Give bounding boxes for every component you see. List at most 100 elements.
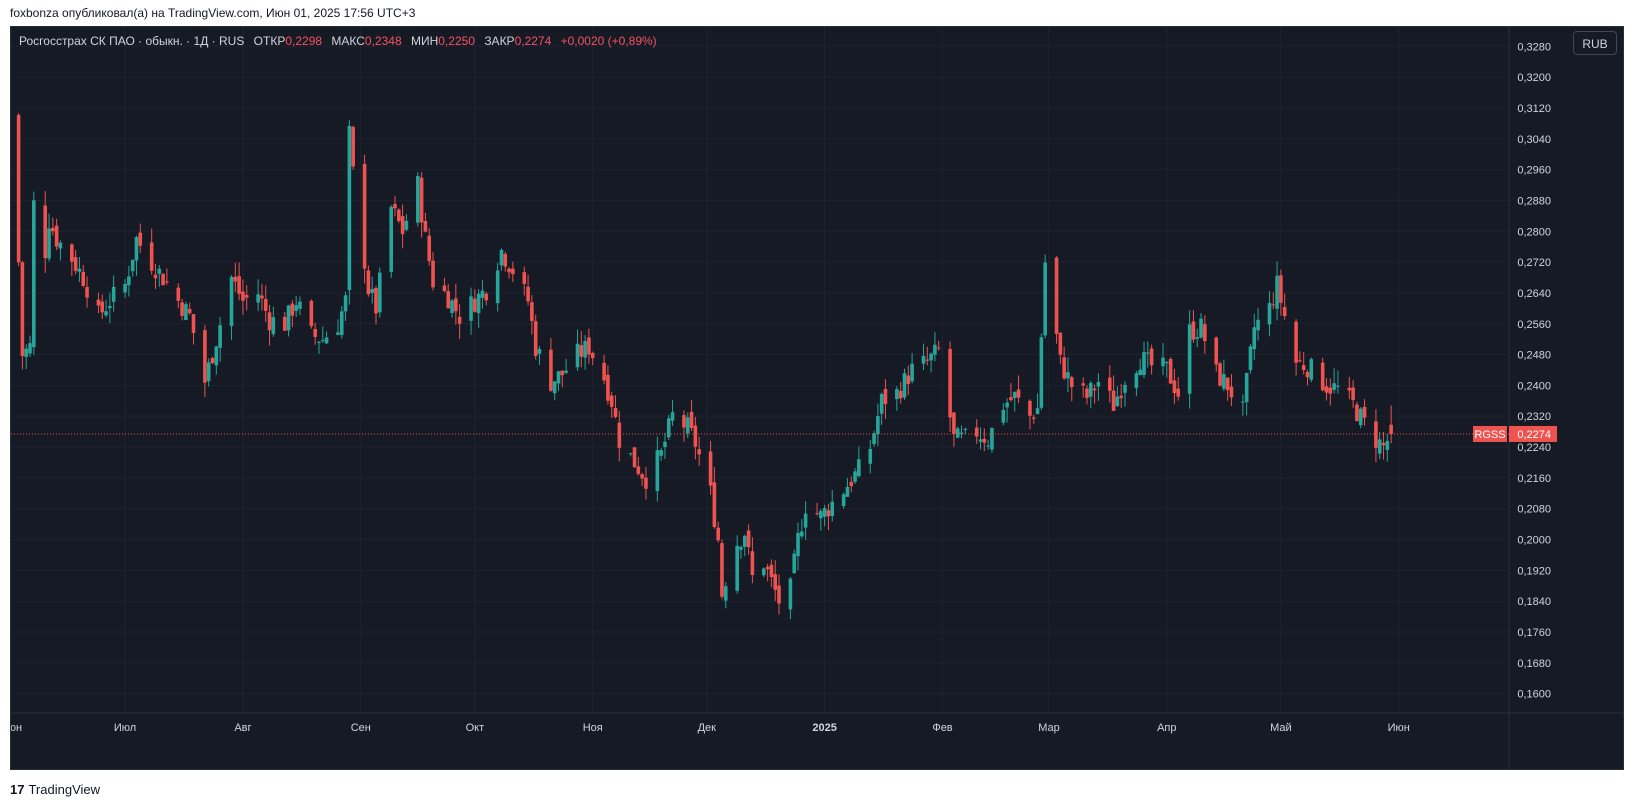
candle-body[interactable] <box>613 408 618 418</box>
candle-body[interactable] <box>256 294 260 303</box>
candle-body[interactable] <box>47 228 51 259</box>
candle-body[interactable] <box>1054 257 1059 334</box>
candle-body[interactable] <box>180 302 184 316</box>
candle-body[interactable] <box>423 221 428 232</box>
candle-body[interactable] <box>697 449 701 455</box>
candle-body[interactable] <box>469 296 473 321</box>
candle-body[interactable] <box>1134 373 1139 389</box>
candle-body[interactable] <box>187 308 192 314</box>
candle-body[interactable] <box>1203 324 1207 342</box>
candle-body[interactable] <box>655 450 660 492</box>
candle-body[interactable] <box>1096 382 1101 387</box>
candle-body[interactable] <box>362 163 367 269</box>
candle-body[interactable] <box>883 389 888 405</box>
candle-body[interactable] <box>632 447 637 468</box>
candle-body[interactable] <box>130 259 135 272</box>
candle-body[interactable] <box>191 314 196 333</box>
candle-body[interactable] <box>1168 358 1173 384</box>
candle-body[interactable] <box>1324 386 1329 393</box>
candle-body[interactable] <box>374 287 378 314</box>
candle-body[interactable] <box>628 453 633 455</box>
candle-body[interactable] <box>663 441 667 448</box>
candle-body[interactable] <box>237 276 241 294</box>
candle-body[interactable] <box>902 373 907 398</box>
candle-body[interactable] <box>1248 346 1253 371</box>
candle-body[interactable] <box>480 290 485 298</box>
candle-body[interactable] <box>442 285 447 291</box>
candle-body[interactable] <box>1069 377 1074 388</box>
candle-body[interactable] <box>184 304 188 321</box>
candle-body[interactable] <box>803 513 808 528</box>
candle-body[interactable] <box>788 578 793 610</box>
candle-body[interactable] <box>1294 321 1298 363</box>
candle-body[interactable] <box>685 417 690 434</box>
candle-body[interactable] <box>921 355 926 364</box>
candle-body[interactable] <box>507 268 511 273</box>
candle-body[interactable] <box>712 482 717 528</box>
candle-body[interactable] <box>1142 352 1146 375</box>
candle-body[interactable] <box>640 474 644 479</box>
candle-body[interactable] <box>111 286 116 302</box>
candle-body[interactable] <box>161 274 165 286</box>
candle-body[interactable] <box>214 346 219 366</box>
candle-body[interactable] <box>176 287 181 301</box>
candle-body[interactable] <box>602 362 606 381</box>
candle-body[interactable] <box>153 274 158 279</box>
candle-body[interactable] <box>1282 307 1287 317</box>
candle-body[interactable] <box>959 432 964 434</box>
candle-body[interactable] <box>1012 392 1017 399</box>
candle-body[interactable] <box>495 270 500 304</box>
candle-body[interactable] <box>986 445 990 447</box>
candle-body[interactable] <box>1218 363 1222 386</box>
candle-body[interactable] <box>1092 388 1097 391</box>
candle-body[interactable] <box>157 268 162 274</box>
candle-body[interactable] <box>1271 304 1276 306</box>
candle-body[interactable] <box>1336 385 1340 387</box>
candle-body[interactable] <box>1332 383 1336 390</box>
candle-body[interactable] <box>1374 421 1378 448</box>
candle-body[interactable] <box>1081 383 1085 386</box>
candle-body[interactable] <box>1016 389 1021 398</box>
candle-body[interactable] <box>286 305 291 331</box>
candle-body[interactable] <box>815 513 819 515</box>
candle-body[interactable] <box>898 390 903 399</box>
candle-body[interactable] <box>294 305 298 311</box>
candle-body[interactable] <box>579 345 584 357</box>
candle-body[interactable] <box>1320 362 1325 391</box>
candle-body[interactable] <box>484 293 489 301</box>
candle-body[interactable] <box>1191 321 1196 340</box>
candle-body[interactable] <box>1043 262 1047 336</box>
candle-body[interactable] <box>1241 401 1245 403</box>
candle-body[interactable] <box>43 205 48 259</box>
candle-body[interactable] <box>32 200 36 348</box>
candle-body[interactable] <box>530 302 534 322</box>
candle-body[interactable] <box>769 564 774 578</box>
candle-body[interactable] <box>526 286 530 302</box>
candle-body[interactable] <box>739 546 743 550</box>
candle-body[interactable] <box>560 370 565 376</box>
candle-body[interactable] <box>1176 388 1181 397</box>
candle-body[interactable] <box>564 370 568 373</box>
candle-body[interactable] <box>841 494 846 507</box>
candle-body[interactable] <box>978 439 983 442</box>
candle-body[interactable] <box>1328 387 1333 394</box>
candle-body[interactable] <box>1187 324 1192 394</box>
candle-body[interactable] <box>1119 395 1123 399</box>
candle-body[interactable] <box>1347 387 1352 391</box>
candle-body[interactable] <box>1062 357 1066 379</box>
chart-panel[interactable]: 0,1600 0,1680 0,1760 0,1840 0,1920 0,2000 0,20… <box>10 26 1624 770</box>
candle-body[interactable] <box>290 303 295 316</box>
candle-body[interactable] <box>1001 409 1006 423</box>
candle-body[interactable] <box>244 295 249 298</box>
candle-body[interactable] <box>746 530 751 548</box>
candle-body[interactable] <box>617 422 622 448</box>
candle-body[interactable] <box>1267 303 1272 325</box>
candle-body[interactable] <box>948 348 952 418</box>
candle-body[interactable] <box>20 262 25 356</box>
candle-body[interactable] <box>397 209 401 222</box>
candle-body[interactable] <box>974 427 979 437</box>
candle-body[interactable] <box>431 260 435 288</box>
candle-body[interactable] <box>389 206 394 272</box>
candle-body[interactable] <box>849 481 854 487</box>
candle-body[interactable] <box>910 363 914 382</box>
